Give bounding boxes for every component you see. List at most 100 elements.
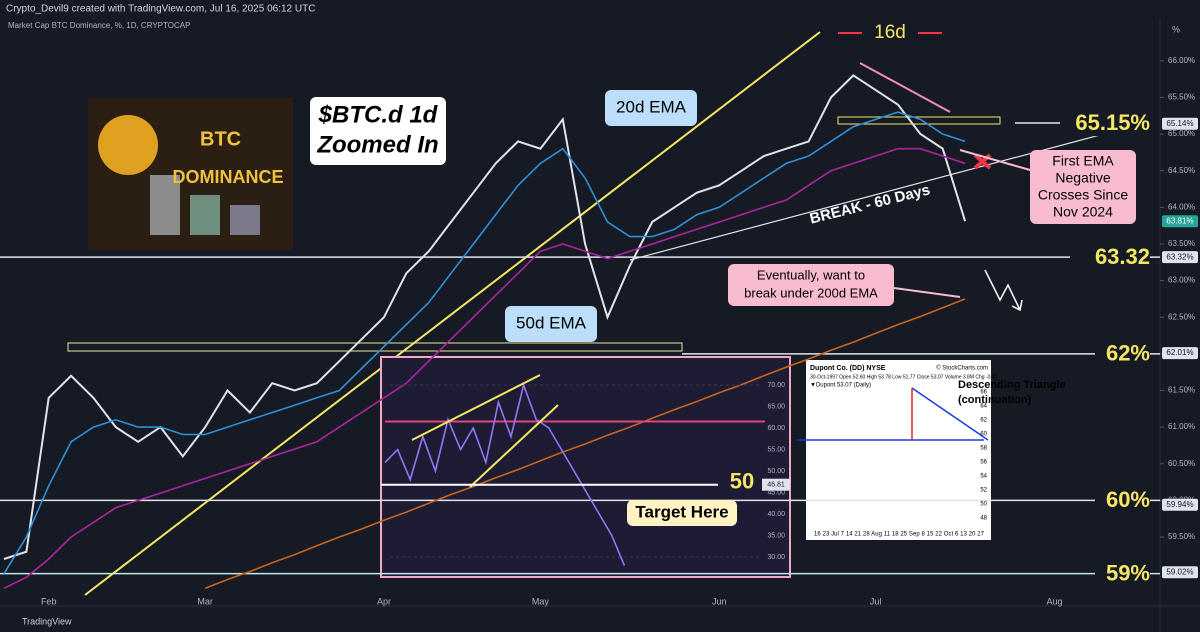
level-label: 62% — [1106, 341, 1150, 366]
annotation: Eventually, want to — [757, 267, 865, 282]
price-tag-label: 63.32% — [1166, 252, 1193, 261]
annotation-box — [310, 97, 446, 165]
rsi-line — [384, 382, 626, 566]
annotation-box — [605, 90, 697, 126]
symbol: Market Cap BTC Dominance, %, 1D, CRYPTOC… — [8, 21, 190, 30]
inset-tick-label: 50 — [980, 502, 987, 508]
y-tick-label: 60.50% — [1168, 459, 1195, 468]
price-tag-label: 59.02% — [1166, 567, 1193, 576]
annotation-box — [1030, 150, 1136, 224]
zone — [67, 342, 683, 352]
y-tick-label: 66.00% — [1168, 56, 1195, 65]
x-tick-label: May — [532, 596, 550, 606]
trend-line — [84, 31, 821, 596]
dupont-inset — [797, 360, 991, 540]
level-label-bg — [1095, 487, 1150, 514]
rsi-inset — [380, 356, 791, 578]
level-label: 60% — [1106, 487, 1150, 512]
x-tick-label: Feb — [41, 596, 57, 606]
annotation: 50d EMA — [516, 313, 587, 332]
footer: TradingView — [22, 616, 72, 626]
x-tick-label: Mar — [197, 596, 213, 606]
level-label: 63.32 — [1095, 244, 1150, 269]
rsi-tick-label: 70.00 — [767, 382, 785, 389]
inset-text: ▼Dupont 53.07 (Daily) — [810, 383, 871, 389]
price-line — [3, 74, 967, 560]
y-tick-label: 63.00% — [1168, 276, 1195, 285]
annotation: break under 200d EMA — [744, 285, 878, 300]
y-tick-label: 62.50% — [1168, 312, 1195, 321]
price-tag — [1162, 215, 1198, 228]
y-tick-label: 65.00% — [1168, 129, 1195, 138]
inset-tick-label: 56 — [980, 460, 987, 466]
x-tick-label: Apr — [377, 596, 391, 606]
inset-tick-label: 58 — [980, 446, 987, 452]
price-tag-label: 63.81% — [1166, 216, 1193, 225]
inset-tick-label: 48 — [980, 516, 987, 522]
zone — [837, 116, 1001, 125]
level-label-bg — [1070, 110, 1150, 137]
inset-tick-label: 54 — [980, 474, 987, 480]
inset-text: 16 23 Jul 7 14 21 28 Aug 11 18 25 Sep 8 … — [814, 532, 985, 538]
inset-text: 30-Oct-1997 Open 52.60 High 53.78 Low 51… — [810, 374, 998, 380]
annotation: 16d — [874, 22, 906, 43]
y-tick-label: 61.00% — [1168, 422, 1195, 431]
annotation-line — [893, 287, 961, 298]
inset-tick-label: 60 — [980, 432, 987, 438]
ema-line — [3, 147, 966, 590]
price-tag-label: 59.94% — [1166, 500, 1193, 509]
inset-tick-label: 52 — [980, 488, 987, 494]
rsi-tick-label: 65.00 — [767, 403, 785, 410]
price-tag-label: 62.01% — [1166, 348, 1193, 357]
inset-text: © StockCharts.com — [936, 365, 988, 372]
price-tag-label: 65.14% — [1166, 119, 1193, 128]
annotation: Target Here — [635, 502, 728, 521]
rsi-tick-label: 40.00 — [767, 511, 785, 518]
price-tag-label: 46.81 — [767, 482, 785, 489]
rsi-tick-label: 60.00 — [767, 425, 785, 432]
y-tick-label: 61.50% — [1168, 386, 1195, 395]
annotation: Negative — [1055, 170, 1110, 186]
annotation-line — [411, 374, 541, 441]
credit: Crypto_Devil9 created with TradingView.c… — [6, 4, 315, 15]
annotation: Crosses Since — [1038, 187, 1128, 203]
inset-tick-label: 66 — [980, 390, 987, 396]
annotation: Nov 2024 — [1053, 204, 1113, 220]
price-tag — [1162, 498, 1198, 511]
y-tick-label: 64.00% — [1168, 202, 1195, 211]
annotation-box — [728, 264, 894, 306]
level-label-bg — [1070, 244, 1150, 271]
rsi-tick-label: 45.00 — [767, 489, 785, 496]
trend-line — [629, 126, 1131, 261]
rsi-tick-label: 50.00 — [767, 468, 785, 475]
price-tag — [1162, 566, 1198, 579]
logo-image: BTC DOMINANCE — [88, 98, 293, 250]
level-label-bg — [1095, 560, 1150, 587]
price-tag — [762, 478, 790, 491]
annotation-line — [469, 404, 559, 488]
ema-line — [3, 111, 966, 575]
inset-tick-label: 62 — [980, 418, 987, 424]
annotation-box — [627, 500, 737, 526]
level-label-bg — [1095, 340, 1150, 367]
inset-tick-label: 64 — [980, 404, 987, 410]
arrow — [984, 269, 1023, 312]
rsi-tick-label: 55.00 — [767, 446, 785, 453]
annotation: First EMA — [1052, 153, 1114, 169]
y-tick-label: 65.50% — [1168, 93, 1195, 102]
x-tick-label: Jul — [870, 596, 882, 606]
annotation: $BTC.d 1d — [318, 101, 439, 128]
x-tick-label: Jun — [712, 596, 727, 606]
y-tick-label: 64.50% — [1168, 166, 1195, 175]
inset-text: Descending Triangle — [958, 379, 1066, 391]
annotation: 20d EMA — [616, 97, 687, 116]
annotation-box — [505, 306, 597, 342]
x-tick-label: Aug — [1046, 596, 1062, 606]
inset-text: Dupont Co. (DD) NYSE — [810, 365, 886, 372]
rsi-tick-label: 30.00 — [767, 554, 785, 561]
price-tag — [1162, 347, 1198, 360]
trend-line — [859, 62, 951, 113]
y-tick-label: 59.50% — [1168, 532, 1195, 541]
annotation-line — [959, 149, 1031, 171]
